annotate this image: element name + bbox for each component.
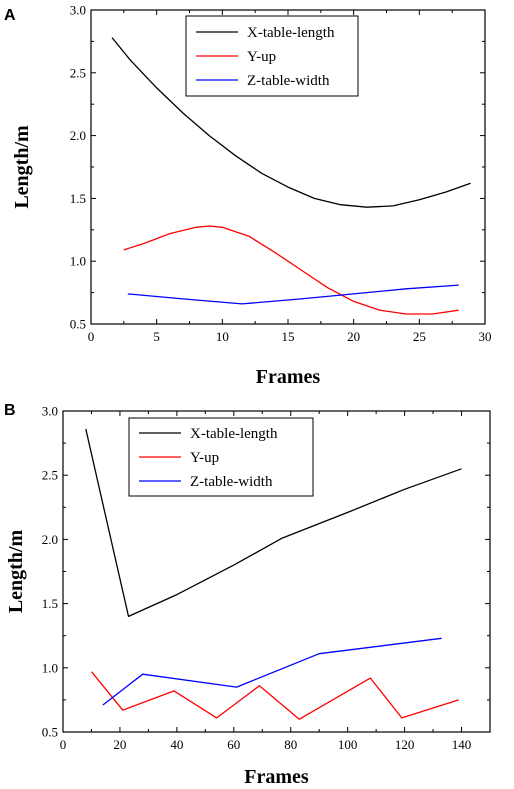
y-tick-label: 1.5: [42, 596, 58, 611]
y-axis: 0.5 1.0 1.5 2.0 2.5 3.0: [42, 404, 490, 740]
y-tick-label: 2.5: [70, 65, 86, 80]
x-axis-title: Frames: [256, 366, 321, 388]
y-axis-title: Length/m: [5, 529, 27, 613]
x-axis: 0 20 40 60 80 100 120 140: [60, 411, 472, 752]
series-line-y-up: [90, 671, 459, 720]
x-tick-label: 15: [282, 329, 295, 344]
y-tick-label: 1.5: [70, 191, 86, 206]
x-tick-label: 25: [413, 329, 426, 344]
y-tick-label: 1.0: [70, 254, 86, 269]
panel-label: B: [4, 402, 16, 419]
y-tick-label: 2.5: [42, 468, 58, 483]
legend: X-table-length Y-up Z-table-width: [185, 15, 359, 97]
x-tick-label: 20: [347, 329, 360, 344]
y-tick-label: 3.0: [70, 3, 86, 18]
x-tick-label: 140: [452, 737, 472, 752]
x-axis-title: Frames: [244, 766, 309, 788]
series-group: [111, 37, 471, 315]
legend-label-x-table-length: X-table-length: [247, 25, 335, 41]
y-tick-label: 3.0: [42, 404, 58, 419]
y-axis-title: Length/m: [11, 125, 33, 209]
y-tick-label: 0.5: [42, 725, 58, 740]
legend-label-y-up: Y-up: [190, 450, 219, 466]
series-line-z-table-width: [127, 284, 459, 305]
legend-label-x-table-length: X-table-length: [190, 426, 278, 442]
legend-label-z-table-width: Z-table-width: [247, 73, 330, 89]
legend-label-y-up: Y-up: [247, 49, 276, 65]
x-tick-label: 5: [153, 329, 160, 344]
chart-panel-b: B 0 20 40 60 80 100 120 140 0.5 1.0 1.5 2.0 2.5 3.0 Fra…: [4, 402, 491, 788]
x-tick-label: 20: [113, 737, 126, 752]
series-line-z-table-width: [102, 637, 442, 706]
series-group: [85, 428, 462, 720]
x-tick-label: 10: [216, 329, 229, 344]
series-line-x-table-length: [85, 428, 462, 618]
legend-label-z-table-width: Z-table-width: [190, 474, 273, 490]
series-line-y-up: [123, 225, 459, 315]
x-tick-label: 40: [170, 737, 183, 752]
x-tick-label: 100: [338, 737, 358, 752]
y-tick-label: 1.0: [42, 660, 58, 675]
x-tick-label: 30: [479, 329, 492, 344]
x-tick-label: 120: [395, 737, 415, 752]
x-tick-label: 60: [227, 737, 240, 752]
legend: X-table-length Y-up Z-table-width: [128, 417, 314, 497]
y-tick-label: 2.0: [70, 128, 86, 143]
y-axis: 0.5 1.0 1.5 2.0 2.5 3.0: [70, 3, 485, 332]
panel-label: A: [4, 7, 16, 24]
x-tick-label: 0: [60, 737, 67, 752]
y-tick-label: 2.0: [42, 532, 58, 547]
series-line-x-table-length: [111, 37, 471, 208]
x-axis: 0 5 10 15 20 25 30: [88, 10, 492, 344]
chart-panel-a: A 0 5 10 15 20 25 30 0.5 1.0 1.5 2.0 2.5 3.0 Frames Len…: [4, 3, 492, 389]
y-tick-label: 0.5: [70, 317, 86, 332]
x-tick-label: 0: [88, 329, 95, 344]
x-tick-label: 80: [284, 737, 297, 752]
